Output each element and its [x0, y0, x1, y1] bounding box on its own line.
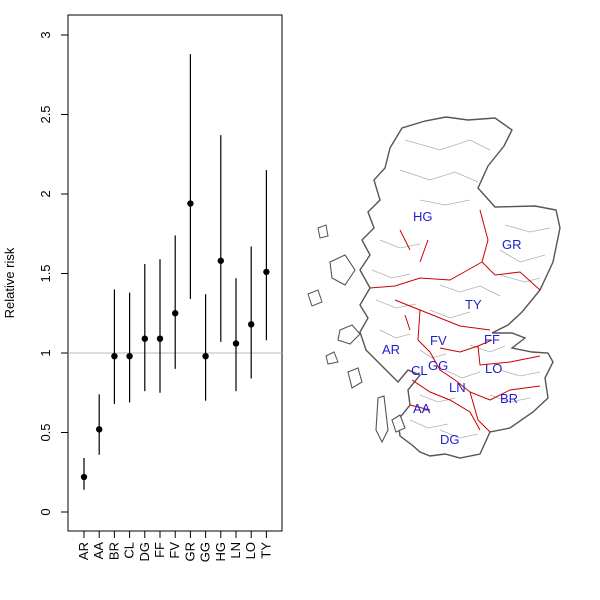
y-tick-label: 0.5	[38, 423, 53, 441]
x-tick-label-hg: HG	[213, 542, 228, 562]
region-label-dg: DG	[440, 432, 460, 447]
x-tick-label-aa: AA	[91, 542, 106, 560]
island-islay	[347, 367, 363, 389]
region-label-fv: FV	[430, 333, 447, 348]
island-small-2	[307, 289, 323, 307]
region-label-hg: HG	[413, 209, 433, 224]
region-label-gg: GG	[428, 358, 448, 373]
point-cl	[126, 352, 133, 360]
y-tick-label: 3	[38, 31, 53, 38]
y-tick-label: 2.5	[38, 105, 53, 123]
island-small-3	[325, 351, 339, 365]
island-small-1	[317, 224, 329, 239]
x-tick-label-cl: CL	[122, 542, 137, 559]
y-tick-label: 1.5	[38, 264, 53, 282]
minor-boundaries	[371, 139, 551, 439]
y-tick-label: 2	[38, 190, 53, 197]
point-gr	[187, 200, 194, 207]
point-ff	[156, 335, 164, 342]
island-mull	[337, 324, 361, 345]
y-tick-label: 0	[38, 508, 53, 515]
x-tick-label-ar: AR	[76, 542, 91, 560]
major-boundaries	[369, 209, 541, 433]
point-aa	[96, 426, 103, 433]
x-tick-label-gg: GG	[198, 542, 213, 562]
y-tick-label: 1	[38, 349, 53, 356]
point-dg	[141, 335, 148, 342]
region-label-aa: AA	[413, 401, 431, 416]
region-label-ty: TY	[465, 297, 482, 312]
x-tick-label-gr: GR	[182, 542, 197, 562]
point-br	[111, 352, 118, 360]
x-tick-label-br: BR	[106, 542, 121, 560]
region-label-cl: CL	[411, 363, 428, 378]
region-label-lo: LO	[485, 361, 502, 376]
point-gg	[202, 352, 209, 360]
region-label-br: BR	[500, 391, 518, 406]
x-tick-label-fv: FV	[167, 542, 182, 559]
x-tick-label-dg: DG	[137, 542, 152, 562]
point-fv	[172, 310, 179, 317]
island-skye	[329, 254, 356, 286]
region-label-ar: AR	[382, 342, 400, 357]
point-ln	[232, 340, 240, 347]
x-tick-label-lo: LO	[243, 542, 258, 559]
x-tick-label-ff: FF	[152, 542, 167, 558]
x-tick-label-ty: TY	[258, 542, 273, 559]
point-ar	[80, 473, 88, 481]
region-label-ff: FF	[484, 332, 500, 347]
region-label-ln: LN	[449, 380, 466, 395]
region-label-gr: GR	[502, 237, 522, 252]
point-lo	[248, 321, 255, 328]
island-kintyre	[375, 395, 389, 444]
mainland-outline	[359, 116, 561, 459]
x-tick-label-ln: LN	[228, 542, 243, 559]
point-ty	[263, 268, 270, 276]
point-hg	[217, 257, 224, 264]
island-arran	[391, 414, 406, 433]
y-axis-title: Relative risk	[2, 247, 17, 318]
